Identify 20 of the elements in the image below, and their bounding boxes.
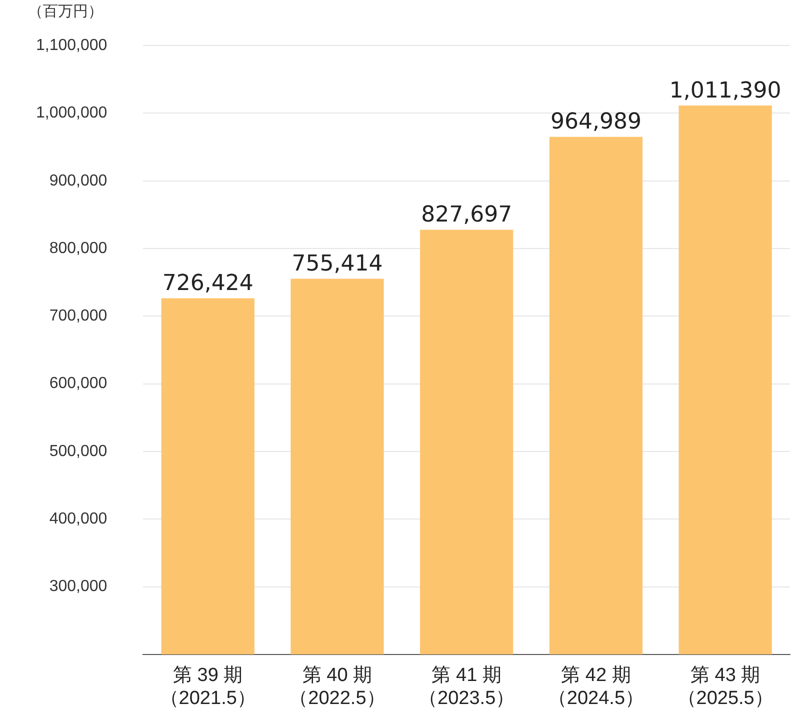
y-tick-label: 300,000 [49,578,108,596]
x-tick-label: 第 42 期（2024.5） [548,665,644,709]
y-axis-title: （百万円） [28,2,103,21]
y-tick-label: 800,000 [49,240,108,257]
data-label: 827,697 [421,202,512,228]
x-tick-label: 第 43 期（2025.5） [677,665,774,709]
data-label: 726,424 [162,271,254,296]
y-tick-label: 1,000,000 [36,104,108,122]
y-tick-label: 600,000 [49,375,108,392]
x-tick-label: 第 41 期（2023.5） [418,665,515,709]
x-tick-label: 第 40 期（2022.5） [289,665,386,709]
y-tick-label: 500,000 [49,442,108,460]
data-label: 1,011,390 [669,78,782,104]
data-label: 755,414 [292,251,383,276]
data-label: 964,989 [550,110,642,135]
y-tick-label: 400,000 [49,510,108,528]
y-tick-label: 700,000 [49,308,108,325]
x-tick-label: 第 39 期（2021.5） [160,665,256,709]
y-tick-label: 900,000 [49,172,108,190]
y-tick-label: 1,100,000 [36,37,108,54]
